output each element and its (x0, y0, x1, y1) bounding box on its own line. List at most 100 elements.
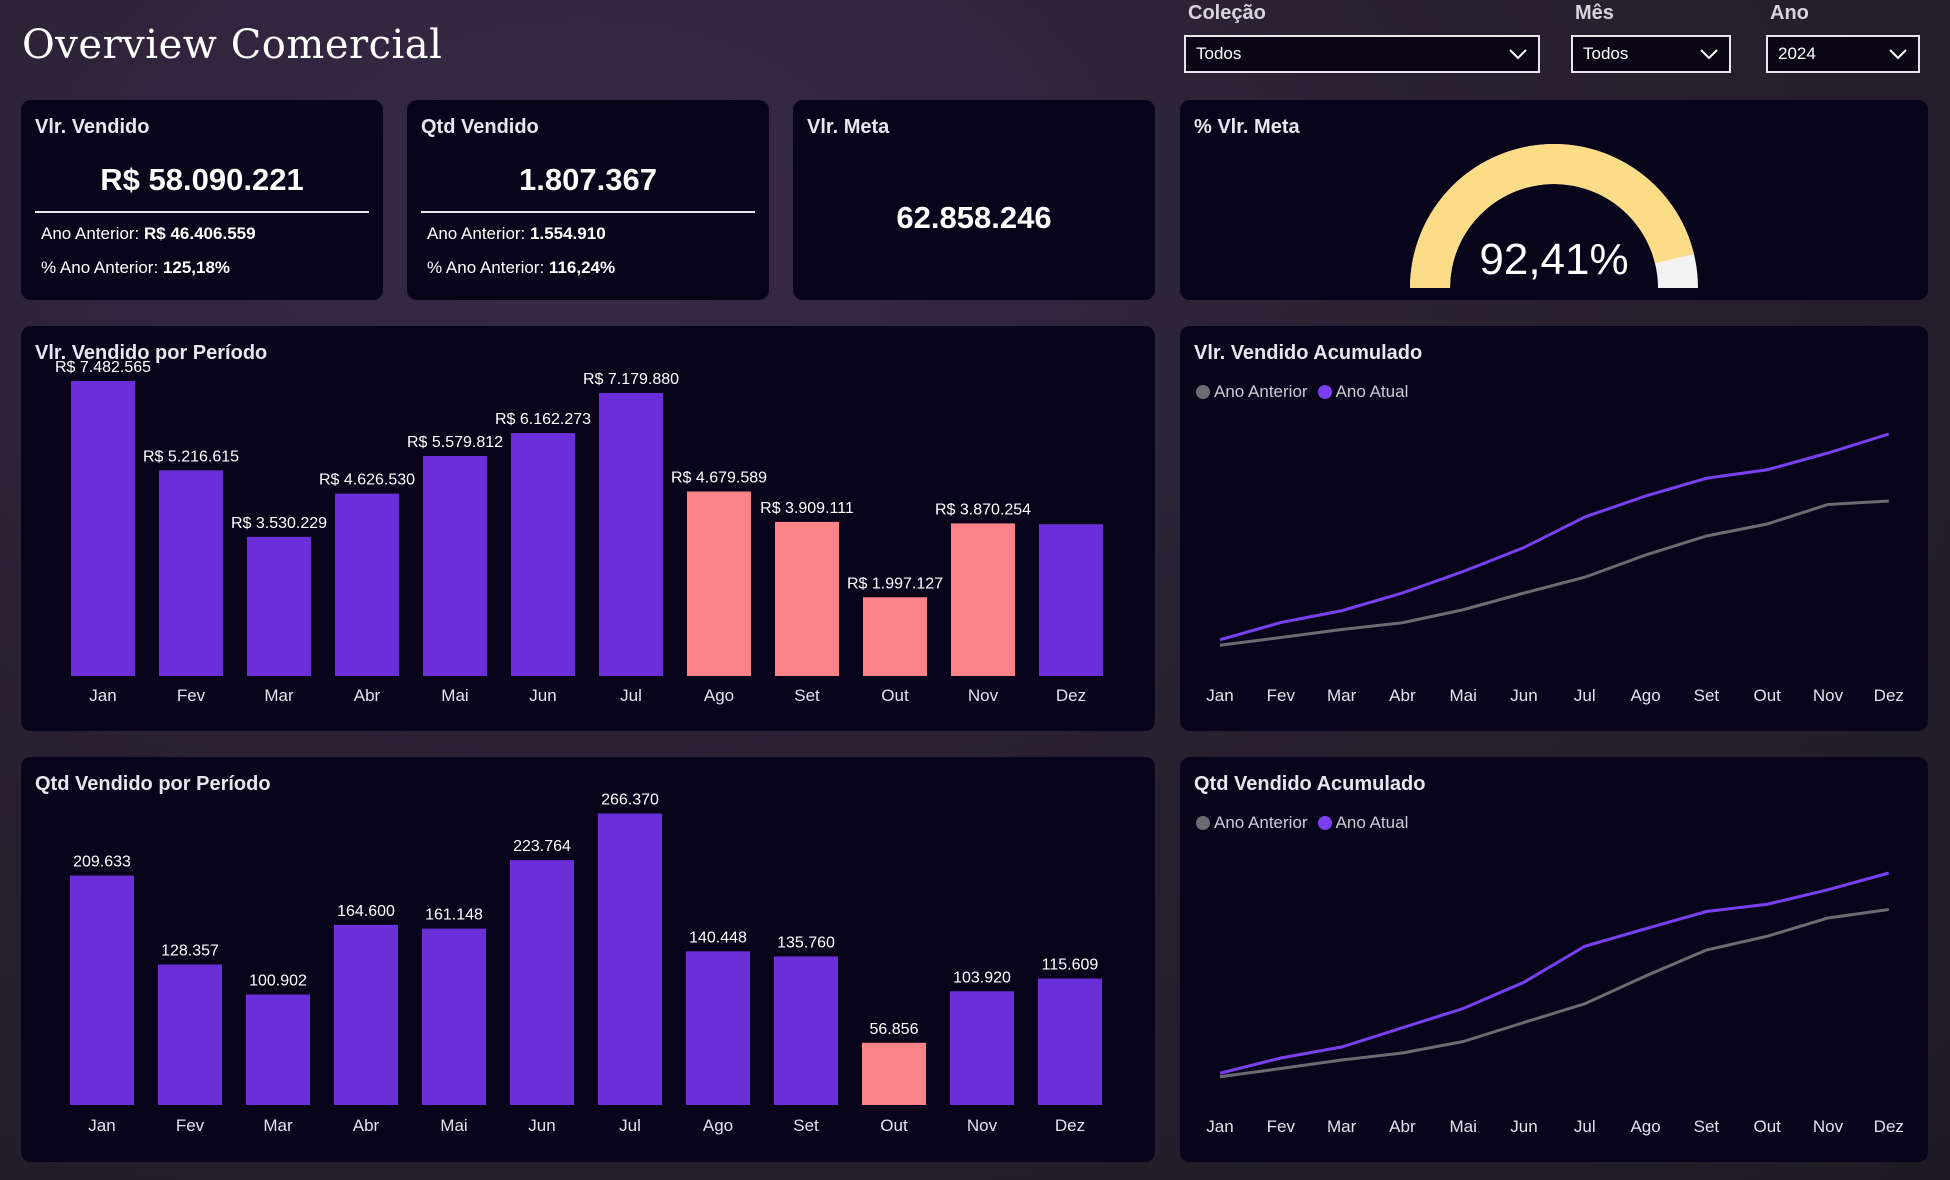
x-tick-label: Jun (1510, 1117, 1537, 1136)
bar-chart-qtd-periodo: 209.633 Jan 128.357 Fev 100.902 Mar 164.600 Abr… (70, 791, 1102, 1135)
data-label: R$ 3.870.254 (935, 501, 1031, 518)
kpi-card-vlr-meta: Vlr. Meta 62.858.246 (793, 100, 1155, 300)
data-label: R$ 5.216.615 (143, 448, 239, 465)
x-tick-label: Jun (529, 686, 556, 705)
filter-mes-value: Todos (1583, 44, 1629, 63)
x-tick-label: Fev (1267, 686, 1296, 705)
bar[interactable] (247, 536, 311, 676)
chart-title: Vlr. Vendido por Período (35, 342, 268, 364)
x-tick-label: Mar (263, 1116, 293, 1135)
filter-colecao-value: Todos (1196, 44, 1242, 63)
x-tick-label: Jan (88, 1116, 115, 1135)
bar[interactable] (863, 597, 927, 676)
series-line[interactable] (1219, 432, 1890, 642)
x-tick-label: Ago (1630, 1117, 1660, 1136)
x-tick-label: Abr (354, 686, 381, 705)
data-label: 164.600 (337, 903, 395, 920)
bar[interactable] (158, 964, 222, 1105)
series-line[interactable] (1219, 908, 1890, 1079)
x-tick-label: Mai (440, 1116, 467, 1135)
data-label: 140.448 (689, 929, 747, 946)
bar[interactable] (511, 433, 575, 676)
x-tick-label: Jan (89, 686, 116, 705)
kpi-title: Vlr. Meta (807, 116, 890, 138)
bar[interactable] (70, 875, 134, 1105)
data-label: 56.856 (870, 1021, 919, 1038)
bar[interactable] (774, 956, 838, 1105)
filter-mes-label: Mês (1575, 2, 1614, 24)
bar[interactable] (335, 493, 399, 676)
bar[interactable] (1039, 524, 1103, 676)
data-label: R$ 4.626.530 (319, 472, 415, 489)
kpi-card-vlr-vendido: Vlr. Vendido R$ 58.090.221 Ano Anterior:… (21, 100, 383, 300)
data-label: R$ 3.909.111 (760, 500, 854, 517)
bar[interactable] (862, 1042, 926, 1105)
bar[interactable] (687, 491, 751, 676)
bar-chart-vlr-periodo: R$ 7.482.565 Jan R$ 5.216.615 Fev R$ 3.530.2… (55, 359, 1103, 705)
filter-mes: Mês Todos (1571, 2, 1731, 73)
bar[interactable] (334, 924, 398, 1105)
data-label: 100.902 (249, 973, 307, 990)
gauge-value-label: 92,41% (1479, 235, 1628, 284)
bar[interactable] (951, 523, 1015, 676)
series-line[interactable] (1219, 871, 1890, 1075)
series-line[interactable] (1219, 499, 1889, 647)
chart-card-vlr-acumulado: Vlr. Vendido Acumulado Ano Anterior Ano … (1180, 326, 1928, 731)
x-tick-label: Dez (1056, 686, 1086, 705)
x-tick-label: Jan (1206, 1117, 1233, 1136)
bar[interactable] (246, 994, 310, 1105)
x-tick-label: Mai (1449, 1117, 1476, 1136)
x-tick-label: Set (794, 686, 820, 705)
bar[interactable] (775, 521, 839, 676)
filter-ano-select[interactable]: 2024 (1766, 35, 1920, 73)
chart-legend: Ano Anterior Ano Atual (1196, 813, 1408, 833)
x-tick-label: Mai (1449, 686, 1476, 705)
chart-legend: Ano Anterior Ano Atual (1196, 382, 1408, 402)
legend-dot (1196, 816, 1210, 830)
bar[interactable] (599, 392, 663, 676)
data-label: R$ 3.530.229 (231, 515, 327, 532)
x-tick-label: Jul (1574, 1117, 1596, 1136)
kpi-divider (421, 211, 755, 213)
legend-item-ano-atual[interactable]: Ano Atual (1317, 813, 1408, 833)
bar[interactable] (510, 860, 574, 1105)
filter-mes-select[interactable]: Todos (1571, 35, 1731, 73)
x-tick-label: Out (1753, 686, 1781, 705)
kpi-title: Qtd Vendido (421, 116, 539, 138)
x-tick-label: Jun (528, 1116, 555, 1135)
legend-item-ano-anterior[interactable]: Ano Anterior (1196, 382, 1308, 402)
legend-dot (1317, 385, 1332, 399)
bar[interactable] (950, 991, 1014, 1105)
gauge-chart: 92,41% (1410, 143, 1698, 288)
bar[interactable] (423, 456, 487, 676)
bar[interactable] (71, 381, 135, 676)
filter-ano: Ano 2024 (1766, 2, 1920, 73)
filter-ano-value: 2024 (1778, 44, 1816, 63)
x-tick-label: Fev (176, 1116, 205, 1135)
filter-ano-label: Ano (1770, 2, 1809, 24)
bar[interactable] (686, 951, 750, 1105)
bar[interactable] (159, 470, 223, 676)
chart-title: Vlr. Vendido Acumulado (1194, 342, 1423, 364)
line-chart-vlr-acumulado: Jan Fev Mar Abr Mai Jun Jul Ago Set Out Nov Dez (1206, 432, 1904, 705)
legend-dot (1196, 385, 1210, 399)
filter-colecao-select[interactable]: Todos (1184, 35, 1540, 73)
x-tick-label: Set (793, 1116, 819, 1135)
bar[interactable] (1038, 978, 1102, 1105)
data-label: R$ 6.162.273 (495, 411, 591, 428)
kpi-value: 1.807.367 (519, 162, 657, 197)
chart-card-vlr-periodo: Vlr. Vendido por Período R$ 7.482.565 Jan… (21, 326, 1155, 731)
kpi-value: R$ 58.090.221 (100, 162, 304, 197)
legend-item-ano-atual[interactable]: Ano Atual (1317, 382, 1408, 402)
x-tick-label: Fev (1267, 1117, 1296, 1136)
kpi-pct-prev-year: % Ano Anterior: 125,18% (41, 258, 231, 277)
legend-item-ano-anterior[interactable]: Ano Anterior (1196, 813, 1308, 833)
x-tick-label: Nov (968, 686, 999, 705)
bar[interactable] (598, 813, 662, 1105)
x-tick-label: Jul (619, 1116, 641, 1135)
data-label: R$ 1.997.127 (847, 575, 943, 592)
x-tick-label: Nov (1813, 686, 1844, 705)
bar[interactable] (422, 928, 486, 1105)
legend-dot (1317, 816, 1332, 830)
x-tick-label: Dez (1874, 686, 1904, 705)
